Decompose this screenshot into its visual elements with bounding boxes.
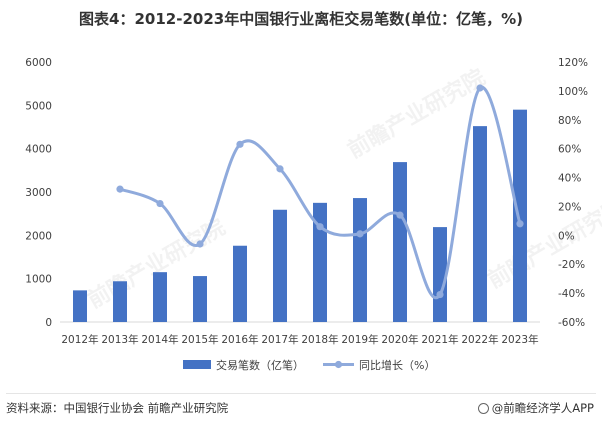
growth-point-2017年 <box>276 165 284 173</box>
y-left-tick-label: 2000 <box>25 230 52 242</box>
x-tick-label: 2022年 <box>461 333 498 346</box>
bar-2012年 <box>73 290 87 322</box>
x-tick-label: 2018年 <box>301 333 338 346</box>
y-right-tick-label: 120% <box>558 57 588 69</box>
y-left-tick-label: 3000 <box>25 187 52 199</box>
x-tick-label: 2016年 <box>221 333 258 346</box>
x-tick-label: 2020年 <box>381 333 418 346</box>
y-right-tick-label: 0% <box>558 230 575 242</box>
growth-point-2016年 <box>236 140 244 148</box>
y-right-tick-label: -60% <box>558 317 585 329</box>
growth-point-2014年 <box>156 199 164 208</box>
brand-logo-icon <box>477 403 489 414</box>
brand-credit: @前瞻经济学人APP <box>477 400 594 416</box>
y-right-tick-label: 20% <box>558 201 581 213</box>
bar-2017年 <box>273 209 287 322</box>
legend-bar-swatch <box>183 360 211 369</box>
growth-point-2020年 <box>396 211 404 219</box>
y-left-tick-label: 0 <box>45 317 52 329</box>
legend-line-marker <box>334 360 343 369</box>
y-right-tick-label: 60% <box>558 144 581 156</box>
watermark-0: 前瞻产业研究院 <box>343 64 489 164</box>
x-tick-label: 2015年 <box>181 333 218 346</box>
growth-point-2015年 <box>196 240 204 248</box>
y-right-tick-label: 40% <box>558 173 581 185</box>
bar-2022年 <box>473 126 487 322</box>
bar-2016年 <box>233 245 247 322</box>
footer-divider <box>6 393 596 394</box>
legend-bar-label: 交易笔数（亿笔） <box>216 358 304 372</box>
x-tick-label: 2012年 <box>61 333 98 346</box>
x-tick-label: 2017年 <box>261 333 298 346</box>
x-tick-label: 2019年 <box>341 333 378 346</box>
source-note: 资料来源：中国银行业协会 前瞻产业研究院 <box>6 401 229 415</box>
brand-text: @前瞻经济学人APP <box>491 401 594 415</box>
bar-2014年 <box>153 272 167 322</box>
y-right-tick-label: 80% <box>558 115 581 127</box>
growth-point-2021年 <box>436 290 444 299</box>
y-left-tick-label: 4000 <box>25 144 52 156</box>
bar-2023年 <box>513 109 527 323</box>
growth-point-2019年 <box>356 230 364 238</box>
growth-point-2013年 <box>116 185 124 193</box>
legend-line-label: 同比增长（%） <box>359 358 435 372</box>
bar-2015年 <box>193 276 207 322</box>
y-right-tick-label: 100% <box>558 86 588 98</box>
x-tick-label: 2013年 <box>101 333 138 346</box>
growth-point-2022年 <box>476 84 484 92</box>
bar-2019年 <box>353 198 367 322</box>
y-left-tick-label: 5000 <box>25 100 52 112</box>
chart-title: 图表4：2012-2023年中国银行业离柜交易笔数(单位：亿笔，%) <box>79 10 523 28</box>
watermark-2: 前瞻产业研究院 <box>483 194 602 294</box>
y-left-tick-label: 6000 <box>25 57 52 69</box>
growth-point-2023年 <box>516 220 524 228</box>
bar-2018年 <box>313 202 327 322</box>
x-tick-label: 2023年 <box>501 333 538 346</box>
y-right-tick-label: -20% <box>558 259 585 271</box>
bar-2020年 <box>393 162 407 322</box>
y-right-tick-label: -40% <box>558 288 585 300</box>
x-tick-label: 2021年 <box>421 333 458 346</box>
y-left-tick-label: 1000 <box>25 274 52 286</box>
growth-point-2018年 <box>316 223 324 231</box>
x-tick-label: 2014年 <box>141 333 178 346</box>
bar-2013年 <box>113 281 127 322</box>
